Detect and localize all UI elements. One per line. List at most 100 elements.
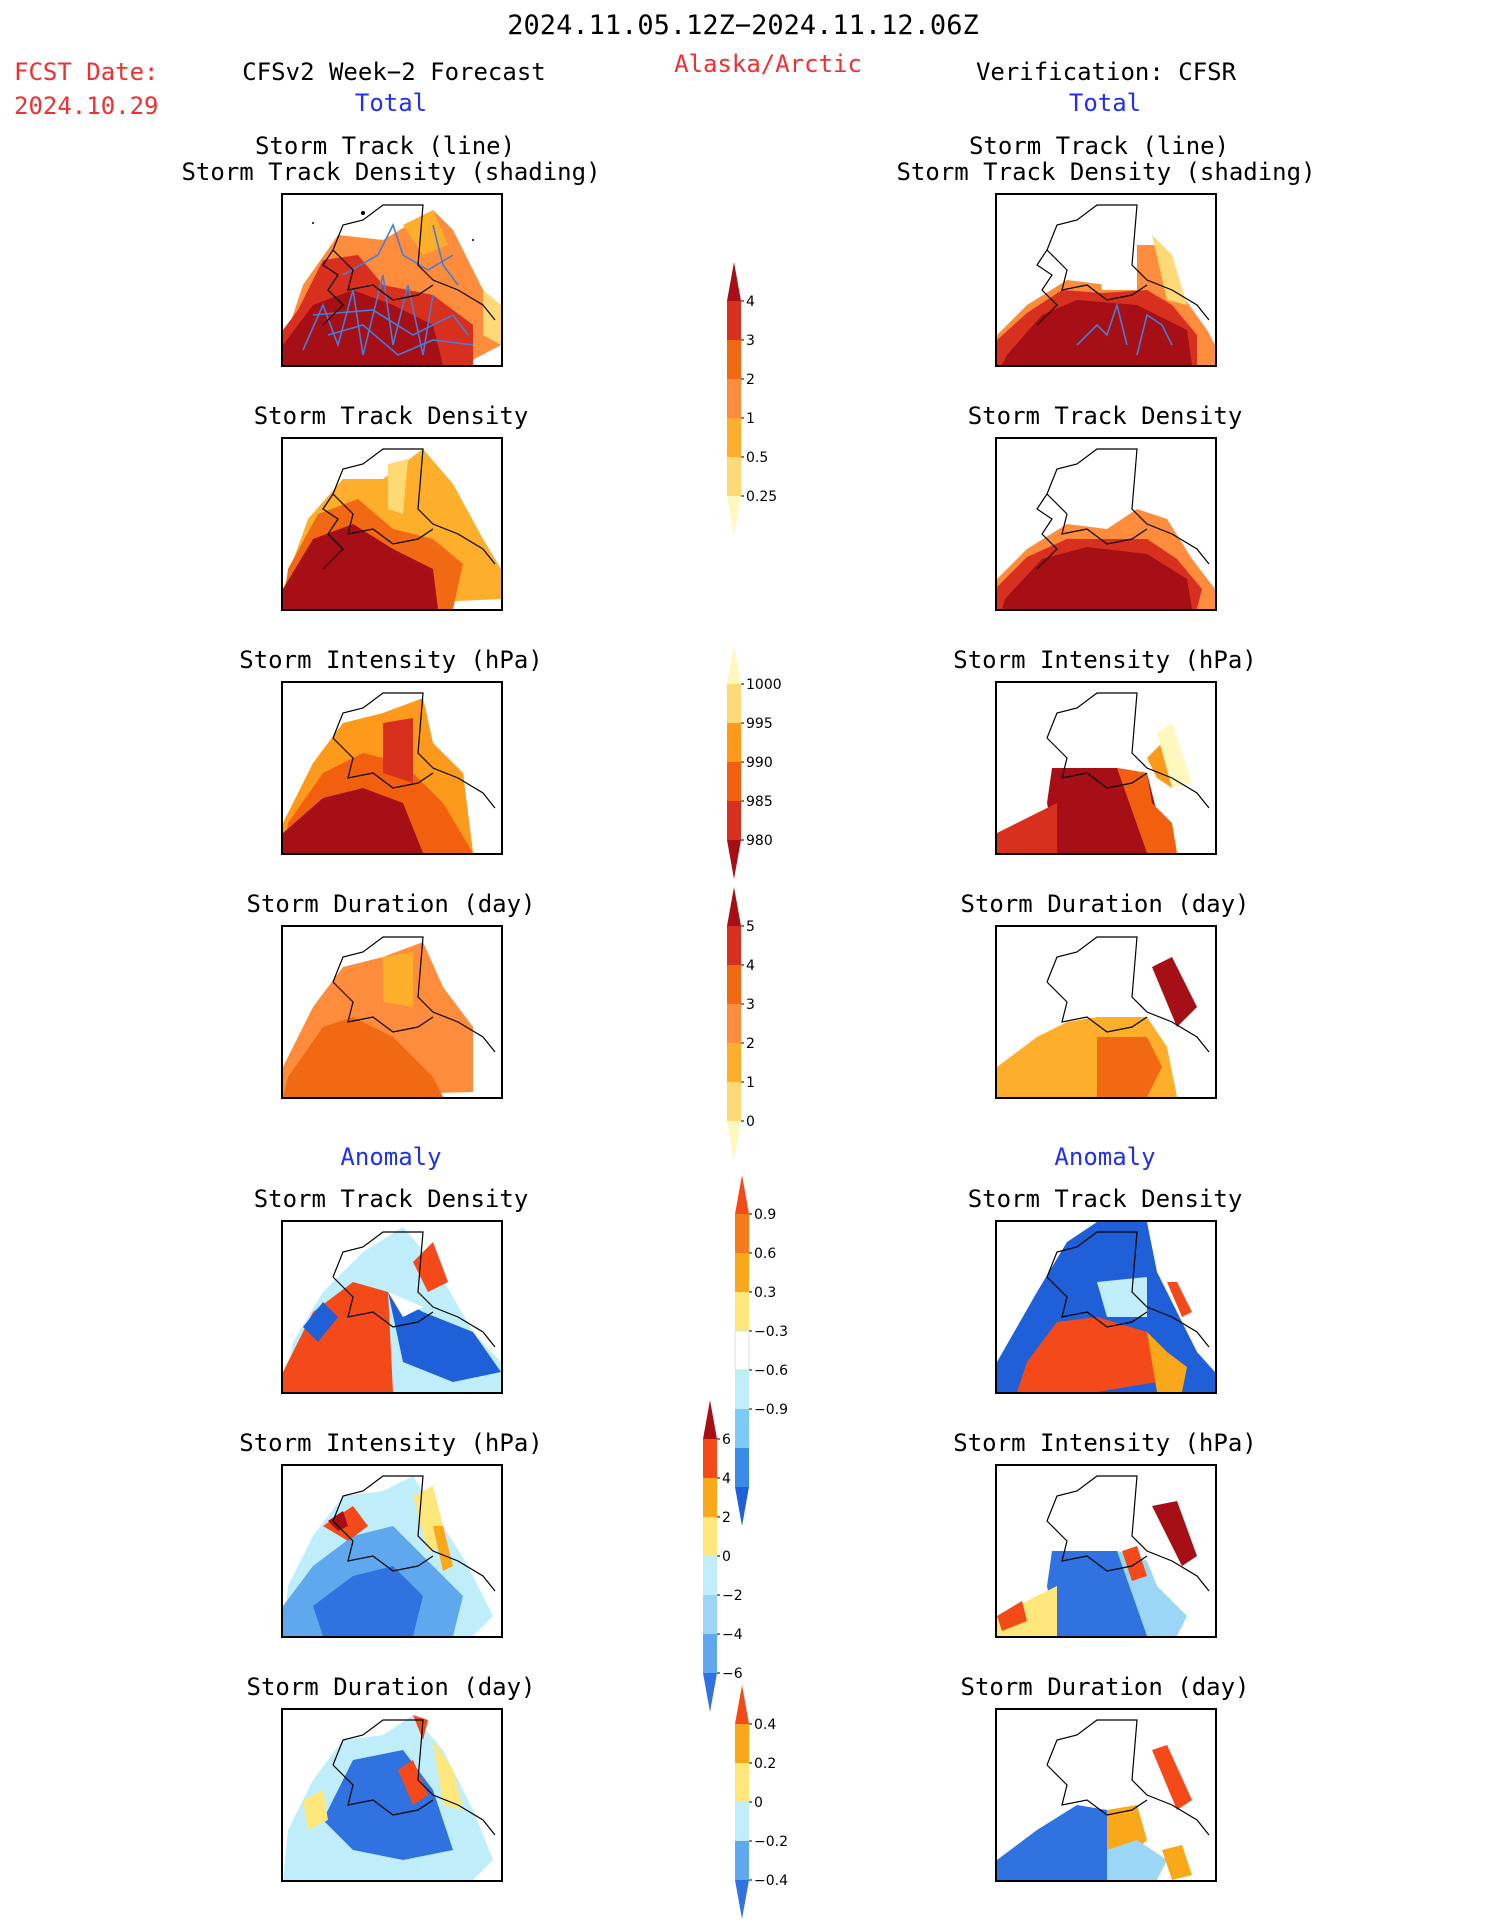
panel-title-density-left: Storm Track Density [253,402,529,430]
anom_density-label-5: −0.9 [754,1402,788,1418]
map-track-line-verification [995,193,1217,367]
fcst-date-value: 2024.10.29 [14,92,159,120]
anom_density-swatch-8 [735,1487,749,1526]
forecast-title: CFSv2 Week−2 Forecast [242,58,546,86]
anom_duration-label-1: 0.2 [754,1756,776,1772]
anom_duration-swatch-0 [735,1685,749,1724]
intensity-swatch-3 [727,762,741,801]
duration-label-1: 4 [746,958,755,974]
anom_duration-label-3: −0.2 [754,1834,788,1850]
map-anom-intensity-verification [995,1464,1217,1638]
panel-title-density-right: Storm Track Density [967,402,1243,430]
anom_density-swatch-2 [735,1253,749,1292]
colorbar-anom-intensity-svg: 6 4 2 0 −2 −4 −6 [703,1400,743,1712]
intensity-swatch-4 [727,801,741,840]
duration-label-4: 1 [746,1075,755,1091]
colorbar-anom-duration: 0.4 0.2 0 −0.2 −0.4 [730,1685,810,1929]
panel-title-track-shading-right: Storm Track Density (shading) [896,158,1316,186]
anom_duration-label-4: −0.4 [754,1873,788,1889]
density-label-2: 2 [746,372,755,388]
anom_intensity-swatch-2 [703,1478,717,1517]
anom_density-swatch-5 [735,1370,749,1409]
intensity-label-0: 1000 [746,677,782,693]
anom_duration-label-0: 0.4 [754,1717,776,1733]
density-label-1: 3 [746,333,755,349]
anom_intensity-swatch-1 [703,1439,717,1478]
anom_density-label-4: −0.6 [754,1363,788,1379]
density-label-5: 0.25 [746,489,777,505]
map-duration-forecast [281,925,503,1099]
colorbar-anom-duration-svg: 0.4 0.2 0 −0.2 −0.4 [735,1685,788,1919]
anom_duration-swatch-2 [735,1763,749,1802]
anom_density-swatch-1 [735,1214,749,1253]
density-swatch-5 [727,457,741,496]
colorbar-duration-svg: 5 4 3 2 1 0 [727,887,755,1160]
anom_intensity-swatch-0 [703,1400,717,1439]
intensity-label-1: 995 [746,716,773,732]
anom_intensity-label-3: 0 [722,1549,731,1565]
intensity-swatch-2 [727,723,741,762]
map-track-line-forecast [281,193,503,367]
colorbar-anom-density-svg: 0.9 0.6 0.3 −0.3 −0.6 −0.9 [734,1175,788,1526]
duration-label-0: 5 [746,919,755,935]
total-label-left: Total [354,89,428,117]
anom_duration-swatch-5 [735,1880,749,1919]
region-title: Alaska/Arctic [674,50,862,78]
density-swatch-1 [727,301,741,340]
duration-swatch-6 [727,1121,741,1160]
map-anom-duration-verification [995,1708,1217,1882]
colorbar-intensity: 1000 995 990 985 980 [722,645,802,889]
density-swatch-0 [727,262,741,301]
anom_duration-swatch-4 [735,1841,749,1880]
colorbar-intensity-svg: 1000 995 990 985 980 [727,645,782,879]
map-anom-duration-forecast [281,1708,503,1882]
anom_intensity-label-1: 4 [722,1471,731,1487]
colorbar-anom-intensity: 6 4 2 0 −2 −4 −6 [698,1400,778,1724]
density-label-0: 4 [746,294,755,310]
duration-swatch-5 [727,1082,741,1121]
duration-label-3: 2 [746,1036,755,1052]
total-label-right: Total [1068,89,1142,117]
panel-title-track-shading-left: Storm Track Density (shading) [181,158,601,186]
density-label-4: 0.5 [746,450,768,466]
map-density-verification [995,437,1217,611]
density-swatch-2 [727,340,741,379]
panel-title-anom-duration-left: Storm Duration (day) [246,1673,536,1701]
density-swatch-4 [727,418,741,457]
colorbar-duration: 5 4 3 2 1 0 [722,887,802,1171]
anom_density-swatch-3 [735,1292,749,1331]
map-anom-intensity-forecast [281,1464,503,1638]
panel-title-anom-intensity-left: Storm Intensity (hPa) [239,1429,543,1457]
map-intensity-forecast [281,681,503,855]
duration-label-5: 0 [746,1114,755,1130]
panel-title-anom-density-right: Storm Track Density [967,1185,1243,1213]
panel-title-duration-left: Storm Duration (day) [246,890,536,918]
date-range-title: 2024.11.05.12Z−2024.11.12.06Z [507,10,979,41]
anom_density-swatch-4 [734,1330,750,1371]
anom_intensity-swatch-3 [703,1517,717,1556]
anom_density-label-2: 0.3 [754,1285,776,1301]
map-intensity-verification [995,681,1217,855]
anom_intensity-swatch-7 [703,1673,717,1712]
panel-title-anom-duration-right: Storm Duration (day) [960,1673,1250,1701]
map-anom-density-verification [995,1220,1217,1394]
density-swatch-3 [727,379,741,418]
panel-title-anom-density-left: Storm Track Density [253,1185,529,1213]
intensity-swatch-5 [727,840,741,879]
anomaly-label-left: Anomaly [340,1143,442,1171]
colorbar-density-svg: 4 3 2 1 0.5 0.25 [727,262,777,535]
duration-swatch-1 [727,926,741,965]
intensity-swatch-1 [727,684,741,723]
anom_intensity-label-6: −6 [722,1666,743,1682]
map-duration-verification [995,925,1217,1099]
anom_density-swatch-0 [735,1175,749,1214]
anom_intensity-label-2: 2 [722,1510,731,1526]
anom_density-label-1: 0.6 [754,1246,776,1262]
anom_duration-label-2: 0 [754,1795,763,1811]
intensity-label-4: 980 [746,833,773,849]
anom_intensity-label-4: −2 [722,1588,743,1604]
duration-swatch-3 [727,1004,741,1043]
colorbar-density: 4 3 2 1 0.5 0.25 [722,262,802,546]
duration-label-2: 3 [746,997,755,1013]
anom_duration-swatch-1 [735,1724,749,1763]
